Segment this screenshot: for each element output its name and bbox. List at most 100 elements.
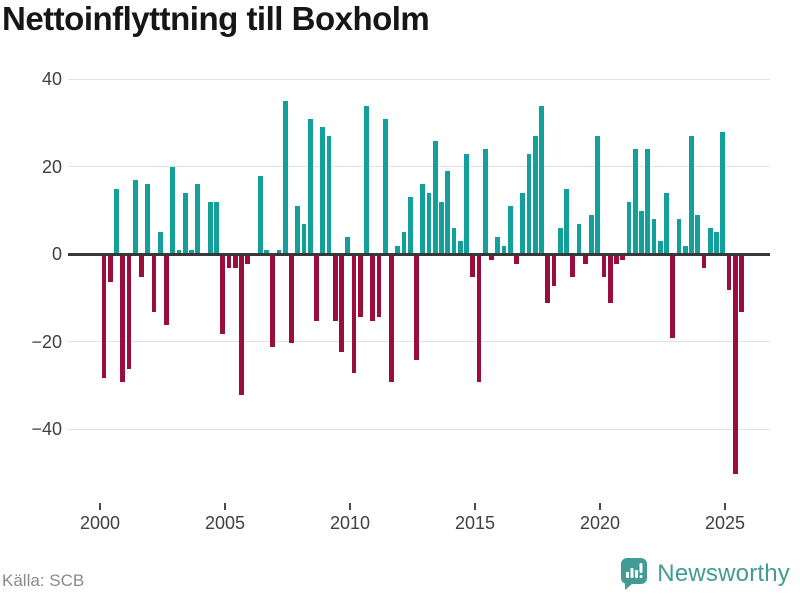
bar bbox=[332, 255, 338, 321]
newsworthy-logo: Newsworthy bbox=[620, 557, 790, 591]
bar bbox=[614, 255, 619, 265]
bar bbox=[245, 255, 251, 265]
bar bbox=[182, 193, 188, 255]
bar bbox=[282, 101, 288, 255]
bar bbox=[495, 236, 501, 255]
bar bbox=[732, 255, 738, 475]
bar bbox=[314, 255, 319, 321]
bar bbox=[232, 255, 238, 269]
bar bbox=[564, 188, 569, 255]
bar bbox=[195, 184, 201, 255]
x-axis-label: 2025 bbox=[704, 513, 746, 533]
bar bbox=[239, 255, 244, 396]
bar bbox=[539, 105, 544, 255]
zero-axis-line bbox=[68, 253, 770, 256]
bar bbox=[432, 140, 438, 255]
bar bbox=[301, 223, 307, 255]
bar bbox=[501, 245, 507, 255]
bar bbox=[132, 179, 138, 255]
bar bbox=[726, 255, 732, 291]
bar bbox=[176, 249, 182, 255]
bar bbox=[376, 255, 382, 317]
bar bbox=[295, 206, 301, 255]
bar bbox=[607, 255, 613, 304]
bar bbox=[370, 255, 376, 321]
bar bbox=[545, 255, 551, 304]
bar bbox=[126, 255, 132, 370]
x-axis-tick bbox=[224, 503, 226, 510]
bar bbox=[101, 255, 107, 378]
bar bbox=[476, 255, 482, 383]
x-axis-tick bbox=[474, 503, 476, 510]
bar bbox=[157, 232, 163, 255]
bar bbox=[357, 255, 363, 317]
bar bbox=[470, 255, 476, 278]
gridline bbox=[68, 428, 770, 430]
bar bbox=[645, 149, 651, 255]
y-axis-label: 20 bbox=[41, 156, 62, 177]
bar bbox=[514, 255, 519, 265]
bar bbox=[151, 255, 157, 313]
bar bbox=[639, 210, 644, 255]
bar bbox=[307, 118, 313, 255]
bar bbox=[414, 255, 419, 361]
x-axis-tick bbox=[99, 503, 101, 510]
bar bbox=[439, 201, 444, 255]
bar bbox=[395, 245, 401, 255]
bar bbox=[114, 188, 119, 255]
bar bbox=[589, 214, 594, 255]
source-label: Källa: SCB bbox=[2, 571, 85, 590]
bar bbox=[382, 118, 388, 255]
bar bbox=[670, 255, 676, 339]
bar bbox=[701, 255, 707, 269]
bar bbox=[420, 184, 426, 255]
bar bbox=[189, 249, 194, 255]
bar bbox=[445, 171, 451, 255]
bar bbox=[351, 255, 357, 374]
gridline bbox=[68, 341, 770, 343]
bar bbox=[532, 136, 538, 255]
bar bbox=[145, 184, 151, 255]
bar bbox=[407, 197, 413, 255]
bar bbox=[626, 201, 632, 255]
bar bbox=[339, 255, 344, 352]
bar bbox=[576, 223, 582, 255]
bar bbox=[326, 136, 332, 255]
x-axis-tick bbox=[349, 503, 351, 510]
x-axis-label: 2000 bbox=[79, 513, 121, 533]
newsworthy-logo-text: Newsworthy bbox=[657, 560, 790, 587]
bar bbox=[714, 232, 719, 255]
bar bbox=[520, 193, 526, 255]
x-axis-label: 2015 bbox=[454, 513, 496, 533]
bar bbox=[257, 175, 263, 255]
bar bbox=[620, 255, 626, 260]
bar bbox=[664, 193, 669, 255]
bar bbox=[107, 255, 113, 282]
x-axis-tick bbox=[599, 503, 601, 510]
bar bbox=[264, 249, 269, 255]
x-axis-tick bbox=[724, 503, 726, 510]
bar bbox=[345, 236, 351, 255]
bar bbox=[489, 255, 494, 260]
bar bbox=[401, 232, 407, 255]
bar bbox=[220, 255, 226, 335]
bar bbox=[595, 136, 601, 255]
bar bbox=[651, 219, 657, 255]
bar bbox=[289, 255, 294, 343]
gridline bbox=[68, 166, 770, 168]
bar bbox=[320, 127, 326, 255]
bar bbox=[582, 255, 588, 265]
bar bbox=[689, 136, 694, 255]
bar bbox=[120, 255, 126, 383]
y-axis-label: 0 bbox=[51, 244, 62, 265]
bar bbox=[170, 166, 176, 255]
bar bbox=[207, 201, 213, 255]
bar bbox=[707, 228, 713, 255]
bar bbox=[364, 105, 369, 255]
bar bbox=[682, 245, 688, 255]
bar bbox=[676, 219, 682, 255]
bar bbox=[551, 255, 557, 286]
y-axis-label: −20 bbox=[31, 331, 62, 352]
bar bbox=[632, 149, 638, 255]
